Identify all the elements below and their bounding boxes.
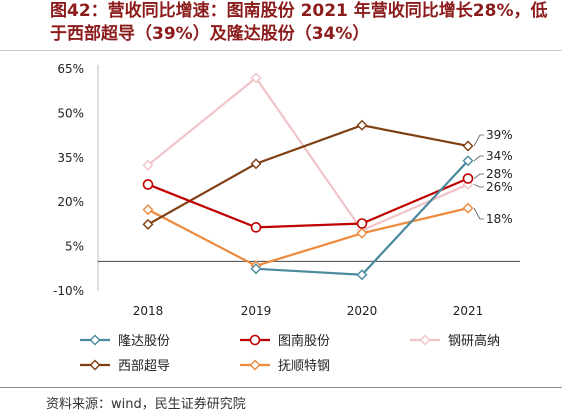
data-label: 26%: [486, 180, 513, 194]
y-tick-label: 65%: [57, 62, 84, 76]
x-tick-label: 2021: [453, 304, 484, 318]
series-point: [142, 179, 154, 190]
legend-item: 钢研高纳: [410, 333, 500, 349]
legend-item: 西部超导: [80, 359, 170, 374]
legend-label: 西部超导: [118, 359, 170, 374]
series-line: [147, 124, 469, 226]
series-point: [462, 155, 474, 167]
legend-swatch-marker: [419, 334, 431, 346]
series-point: [462, 173, 474, 184]
chart-axes: 65% 50% 35% 20% 5% -10% 2018 2019 2020 2021: [53, 62, 520, 318]
series-line: [255, 160, 469, 276]
series-line: [147, 177, 469, 229]
chart-title: 图42：营收同比增速：图南股份 2021 年营收同比增长28%，低于西部超导（3…: [50, 1, 548, 44]
y-tick-label: -10%: [53, 284, 84, 298]
x-tick-label: 2019: [241, 304, 272, 318]
legend-swatch-marker: [89, 334, 101, 346]
data-labels: 39% 34% 28%26% 18%: [473, 128, 513, 226]
label-leader: [473, 155, 484, 162]
source-note: 资料来源：wind，民生证券研究院: [46, 397, 246, 412]
series-point: [462, 140, 474, 152]
legend-swatch-marker: [249, 334, 261, 346]
legend-swatch-marker: [89, 359, 101, 371]
y-tick-label: 35%: [57, 151, 84, 165]
title-divider: [0, 50, 562, 51]
series-point: [356, 218, 368, 229]
y-tick-label: 5%: [65, 240, 84, 254]
legend-item: 隆达股份: [80, 334, 170, 349]
x-tick-label: 2018: [133, 304, 164, 318]
label-leader: [473, 207, 484, 220]
data-label: 39%: [486, 128, 513, 142]
series-point: [356, 227, 368, 239]
y-tick-label: 20%: [57, 195, 84, 209]
source-divider: [0, 387, 562, 388]
series-point: [250, 72, 262, 84]
series-point: [356, 269, 368, 281]
series-layer: [142, 72, 474, 281]
label-leader: [473, 134, 484, 147]
series-point: [142, 159, 154, 171]
legend-label: 抚顺特钢: [278, 359, 330, 374]
legend-swatch-marker: [249, 359, 261, 371]
series-point: [250, 222, 262, 233]
series-point: [356, 119, 368, 131]
legend-label: 隆达股份: [118, 334, 170, 349]
series-point: [142, 218, 154, 230]
legend-item: 图南股份: [240, 333, 330, 349]
series-point: [250, 263, 262, 275]
legend-label: 钢研高纳: [448, 333, 500, 349]
legend-label: 图南股份: [278, 333, 330, 349]
line-chart: 65% 50% 35% 20% 5% -10% 2018 2019 2020 2021 39% 34…: [53, 62, 520, 374]
series-point: [462, 202, 474, 214]
series-line: [147, 207, 469, 268]
series-point: [142, 204, 154, 216]
label-leader: [473, 184, 484, 188]
data-label: 34%: [486, 149, 513, 163]
y-tick-label: 50%: [57, 106, 84, 120]
legend-item: 抚顺特钢: [240, 359, 330, 374]
series-point: [250, 158, 262, 170]
series-line: [147, 76, 469, 232]
data-label: 18%: [486, 212, 513, 226]
x-tick-label: 2020: [347, 304, 378, 318]
label-leader: [473, 173, 484, 179]
data-label: 28%: [486, 167, 513, 181]
